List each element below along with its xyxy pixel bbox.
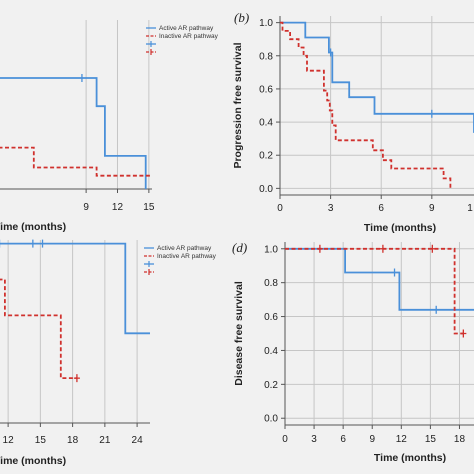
legend-label: Active AR pathway	[157, 245, 212, 252]
x-axis-label: Time (months)	[0, 455, 66, 467]
y-tick-label: 0.2	[259, 151, 273, 162]
x-tick-label: 0	[282, 434, 288, 445]
panel-d: 0 3 6 9 12 15 18 0.0 0.2 0.4 0.6 0.8 1.0 Time (months…	[232, 240, 474, 464]
x-tick-label: 9	[429, 203, 435, 214]
y-tick-label: 0.6	[264, 312, 278, 323]
y-tick-label: 0.4	[259, 118, 273, 129]
x-tick-label: 3	[311, 434, 317, 445]
legend-label: Active AR pathway	[159, 25, 214, 32]
x-tick-label: 6	[378, 203, 384, 214]
panel-c: 12 15 18 21 24 Time (months) Active AR pathway…	[0, 239, 217, 467]
survival-curve-active	[285, 247, 474, 311]
panel-b: 0 3 6 9 1 0.0 0.2 0.4 0.6 0.8 1.0 Time (months) Prog…	[232, 10, 474, 234]
y-axis-label: Disease free survival	[233, 281, 245, 386]
y-tick-label: 0.4	[264, 346, 278, 357]
legend-label: Inactive AR pathway	[157, 253, 217, 260]
survival-curve-active	[0, 242, 150, 335]
panel-label: (b)	[234, 10, 249, 25]
y-tick-label: 0.8	[259, 51, 273, 62]
y-tick-label: 0.0	[264, 414, 278, 425]
survival-curve-inactive	[285, 247, 464, 335]
x-axis-label: Time (months)	[0, 221, 66, 233]
x-tick-label: 0	[277, 203, 283, 214]
panel-label: (d)	[232, 240, 247, 255]
x-tick-label: 9	[369, 434, 375, 445]
x-tick-label: 21	[99, 435, 111, 446]
x-tick-label: 18	[67, 435, 79, 446]
x-tick-label: 18	[454, 434, 466, 445]
x-tick-label: 15	[425, 434, 437, 445]
survival-curve-inactive	[280, 21, 452, 189]
x-tick-label: 12	[396, 434, 408, 445]
survival-curve-inactive	[0, 146, 152, 177]
x-axis-label: Time (months)	[364, 222, 436, 234]
x-tick-label: 3	[328, 203, 334, 214]
y-tick-label: 0.2	[264, 380, 278, 391]
panel-a: 9 12 15 Time (months) Active AR pathwayInact…	[0, 20, 219, 233]
y-axis-label: Progression free survival	[232, 42, 244, 168]
survival-curve-active	[0, 77, 147, 189]
legend-label: Inactive AR pathway	[159, 33, 219, 40]
x-tick-label: 15	[35, 435, 47, 446]
survival-curve-inactive	[0, 278, 77, 379]
y-tick-label: 0.6	[259, 84, 273, 95]
x-tick-label: 6	[340, 434, 346, 445]
x-tick-label: 12	[3, 435, 15, 446]
y-tick-label: 1.0	[264, 244, 278, 255]
y-tick-label: 1.0	[259, 18, 273, 29]
x-tick-label: 15	[143, 202, 155, 213]
x-tick-label: 1	[467, 203, 473, 214]
survival-curve-active	[280, 21, 474, 133]
y-tick-label: 0.8	[264, 278, 278, 289]
x-tick-label: 9	[83, 202, 89, 213]
x-tick-label: 12	[112, 202, 124, 213]
y-tick-label: 0.0	[259, 184, 273, 195]
x-axis-label: Time (months)	[374, 452, 446, 464]
x-tick-label: 24	[132, 435, 144, 446]
